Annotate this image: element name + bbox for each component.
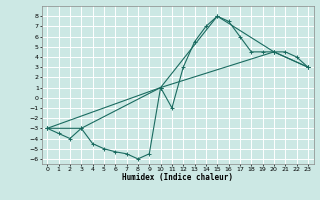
X-axis label: Humidex (Indice chaleur): Humidex (Indice chaleur) [122, 173, 233, 182]
